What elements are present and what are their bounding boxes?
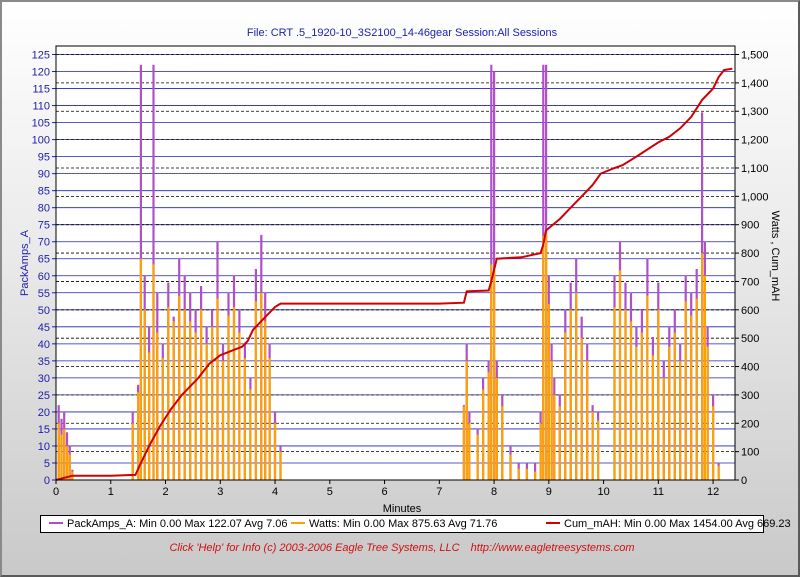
y-tick-label-right: 800 (741, 248, 759, 260)
y-tick-label-left: 0 (44, 475, 50, 487)
y-tick-label-left: 15 (38, 424, 50, 436)
x-tick-label: 5 (327, 486, 333, 498)
x-tick-label: 6 (381, 486, 387, 498)
legend: PackAmps_A: Min 0.00 Max 122.07 Avg 7.06… (40, 515, 791, 533)
y-tick-label-right: 300 (741, 390, 759, 402)
y-tick-label-left: 65 (38, 254, 50, 266)
y-tick-label-left: 20 (38, 407, 50, 419)
legend-label-cum-mah: Cum_mAH: Min 0.00 Max 1454.00 Avg 669.23 (564, 518, 791, 530)
y-tick-label-left: 5 (44, 458, 50, 470)
y-tick-label-right: 500 (741, 333, 759, 345)
y-tick-label-right: 900 (741, 220, 759, 232)
y-tick-label-left: 10 (38, 441, 50, 453)
y-tick-label-left: 85 (38, 186, 50, 198)
y-tick-label-right: 0 (741, 475, 747, 487)
x-tick-label: 11 (653, 486, 664, 498)
x-tick-label: 7 (436, 486, 442, 498)
y-tick-label-left: 35 (38, 356, 50, 368)
y-tick-label-left: 125 (32, 50, 50, 62)
x-tick-label: 10 (597, 486, 609, 498)
x-tick-label: 4 (272, 486, 278, 498)
y-tick-label-left: 55 (38, 288, 50, 300)
footer-help-text: Click 'Help' for Info (c) 2003-2006 Eagl… (169, 542, 460, 554)
legend-item-cum-mah: Cum_mAH: Min 0.00 Max 1454.00 Avg 669.23 (546, 518, 791, 530)
series-cum-mah (55, 67, 733, 481)
y-tick-label-left: 60 (38, 271, 50, 283)
x-tick-label: 12 (707, 486, 719, 498)
y-tick-label-left: 105 (32, 118, 50, 130)
legend-label-packamps: PackAmps_A: Min 0.00 Max 122.07 Avg 7.06 (67, 518, 288, 530)
legend-label-watts: Watts: Min 0.00 Max 875.63 Avg 71.76 (309, 518, 498, 530)
x-axis-label: Minutes (382, 503, 422, 515)
y-tick-label-right: 400 (741, 362, 759, 374)
y-tick-label-right: 200 (741, 418, 759, 430)
y-tick-label-left: 115 (32, 84, 50, 96)
legend-item-watts: Watts: Min 0.00 Max 875.63 Avg 71.76 (291, 518, 497, 530)
y-tick-label-right: 1,500 (741, 50, 769, 62)
y-tick-label-right: 600 (741, 305, 759, 317)
footer: Click 'Help' for Info (c) 2003-2006 Eagl… (2, 542, 800, 554)
y-tick-label-left: 95 (38, 152, 50, 164)
y-tick-label-left: 100 (32, 135, 50, 147)
y-tick-label-left: 25 (38, 390, 50, 402)
y-tick-label-right: 1,000 (741, 191, 769, 203)
y-tick-label-right: 1,400 (741, 78, 769, 90)
y-tick-label-left: 120 (32, 67, 50, 79)
y-tick-label-left: 110 (32, 101, 50, 113)
y-tick-label-left: 75 (38, 220, 50, 232)
x-tick-label: 1 (108, 486, 114, 498)
x-tick-label: 9 (546, 486, 552, 498)
chart-title: File: CRT .5_1920-10_3S2100_14-46gear Se… (246, 27, 558, 39)
y-tick-label-right: 1,200 (741, 135, 769, 147)
y-tick-label-left: 50 (38, 305, 50, 317)
y-tick-label-left: 45 (38, 322, 50, 334)
y-tick-label-right: 100 (741, 447, 759, 459)
x-tick-label: 3 (217, 486, 223, 498)
y-tick-label-left: 90 (38, 169, 50, 181)
y-tick-label-left: 80 (38, 203, 50, 215)
legend-item-packamps: PackAmps_A: Min 0.00 Max 122.07 Avg 7.06 (49, 518, 288, 530)
x-tick-label: 2 (162, 486, 168, 498)
series-watts (57, 231, 720, 480)
y-tick-label-right: 1,100 (741, 163, 769, 175)
y-tick-label-right: 700 (741, 276, 759, 288)
x-tick-label: 8 (491, 486, 497, 498)
y-tick-label-left: 70 (38, 237, 50, 249)
y-tick-label-left: 40 (38, 339, 50, 351)
footer-link[interactable]: http://www.eagletreesystems.com (470, 542, 635, 554)
x-tick-label: 0 (53, 486, 59, 498)
y-tick-label-left: 30 (38, 373, 50, 385)
y-tick-label-right: 1,300 (741, 106, 769, 118)
